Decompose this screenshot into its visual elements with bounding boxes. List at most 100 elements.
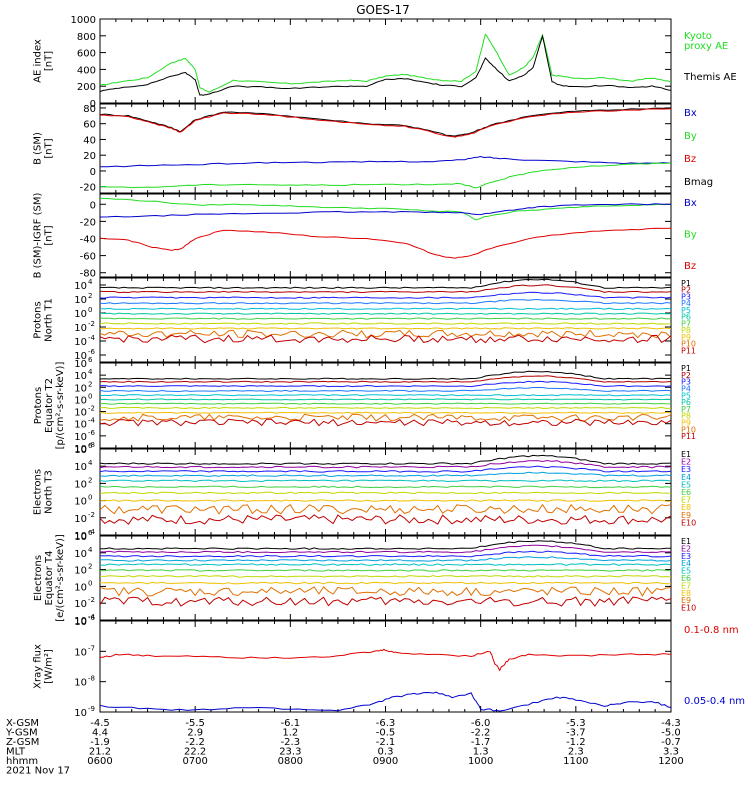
series-group (100, 540, 671, 607)
series-line (100, 33, 671, 93)
x-row-label: X-GSM (6, 718, 39, 729)
y-tick-label: -20 (80, 183, 96, 194)
legend-label: E7 (681, 496, 691, 505)
legend-label: E5 (681, 567, 691, 576)
y-tick-exponent: 6 (88, 356, 93, 364)
legend-label: proxy AE (684, 41, 728, 52)
y-axis-label: AE index (33, 39, 44, 83)
y-axis-label: Protons (33, 301, 44, 338)
legend-label: E8 (681, 503, 691, 512)
y-tick-exponent: -2 (88, 405, 95, 413)
y-tick-label: 800 (77, 32, 96, 43)
legend-label: E9 (681, 596, 691, 605)
x-row-value: -6.3 (376, 718, 396, 729)
y-tick-exponent: -2 (88, 596, 95, 604)
x-row-value: -1.7 (471, 737, 491, 748)
series-line (100, 307, 671, 310)
y-tick-label: 40 (83, 135, 96, 146)
y-tick-exponent: -4 (88, 528, 96, 536)
series-line (100, 387, 671, 393)
y-tick-label: 10 (74, 514, 87, 525)
series-line (100, 375, 671, 383)
y-tick-label: 10 (74, 647, 87, 658)
legend-label: E1 (681, 450, 691, 459)
legend-label: E7 (681, 581, 691, 590)
y-tick-label: 10 (74, 420, 87, 431)
y-tick-label: 10 (74, 462, 87, 473)
y-tick-label: 10 (74, 337, 87, 348)
y-tick-exponent: -7 (88, 644, 95, 652)
series-line (100, 380, 671, 388)
series-line (100, 581, 671, 585)
legend-label: 0.1-0.8 nm (684, 625, 739, 636)
y-tick-label: 20 (83, 151, 96, 162)
x-row-value: -6.1 (281, 718, 301, 729)
legend-label: P4 (681, 384, 691, 393)
series-line (100, 227, 671, 259)
y-axis-label: [nT] (44, 225, 55, 245)
y-tick-label: 10 (74, 351, 87, 362)
panel-frame (99, 620, 672, 713)
x-row-value: 0600 (87, 756, 112, 767)
legend-label: P5 (681, 391, 691, 400)
y-tick-label: 10 (74, 497, 87, 508)
legend-label: By (684, 131, 697, 142)
y-tick-exponent: 4 (88, 459, 93, 467)
y-tick-exponent: 2 (88, 563, 92, 571)
legend-label: E3 (681, 465, 691, 474)
y-tick-label: 10 (74, 432, 87, 443)
x-row-value: 0.3 (378, 747, 394, 758)
x-row-value: -5.5 (185, 718, 205, 729)
legend-label: Bz (684, 154, 696, 165)
y-axis-label: [nT] (44, 138, 55, 158)
x-row-value: 1.3 (473, 747, 489, 758)
y-axis-label: [W/m²] (44, 649, 55, 684)
legend-label: P1 (681, 364, 691, 373)
y-tick-exponent: -9 (88, 705, 95, 713)
x-row-value: -2.3 (281, 737, 301, 748)
legend-label: Bx (684, 108, 697, 119)
series-line (100, 162, 671, 189)
panel-frame (99, 103, 672, 194)
panel-frame (99, 448, 672, 536)
series-line (100, 278, 671, 289)
y-tick-exponent: -4 (88, 417, 96, 425)
x-row-value: -5.0 (661, 728, 681, 739)
y-tick-label: 10 (74, 323, 87, 334)
y-tick-exponent: 0 (88, 392, 92, 400)
x-row-value: -1.2 (566, 737, 586, 748)
legend-label: Bmag (684, 177, 713, 188)
y-axis-label: North T3 (44, 470, 55, 514)
legend-label: P2 (681, 286, 691, 295)
legend-label: P3 (681, 378, 691, 387)
x-row-value: 23.3 (279, 747, 301, 758)
series-line (100, 540, 671, 550)
legend-label: P7 (681, 405, 691, 414)
x-row-value: -4.5 (90, 718, 110, 729)
y-axis-label: Electrons (33, 555, 44, 601)
series-line (100, 107, 671, 137)
series-line (100, 491, 671, 495)
y-tick-exponent: -2 (88, 320, 95, 328)
y-axis-label: [nT] (44, 51, 55, 71)
series-group (100, 454, 671, 525)
y-tick-label: 10 (74, 359, 87, 370)
series-line (100, 465, 671, 473)
series-line (100, 398, 671, 401)
legend-label: E4 (681, 473, 691, 482)
series-line (100, 402, 671, 405)
y-tick-label: 10 (74, 549, 87, 560)
x-row-value: -2.2 (185, 737, 205, 748)
y-tick-exponent: 4 (88, 546, 93, 554)
series-line (100, 317, 671, 320)
y-axis-label: B (SM) (33, 132, 44, 165)
y-tick-label: -20 (80, 217, 96, 228)
x-row-label: Z-GSM (6, 737, 39, 748)
y-tick-exponent: 4 (88, 278, 93, 286)
legend-label: P11 (681, 432, 696, 441)
series-group (100, 370, 671, 427)
y-tick-label: 10 (74, 532, 87, 543)
y-tick-exponent: 0 (88, 579, 92, 587)
